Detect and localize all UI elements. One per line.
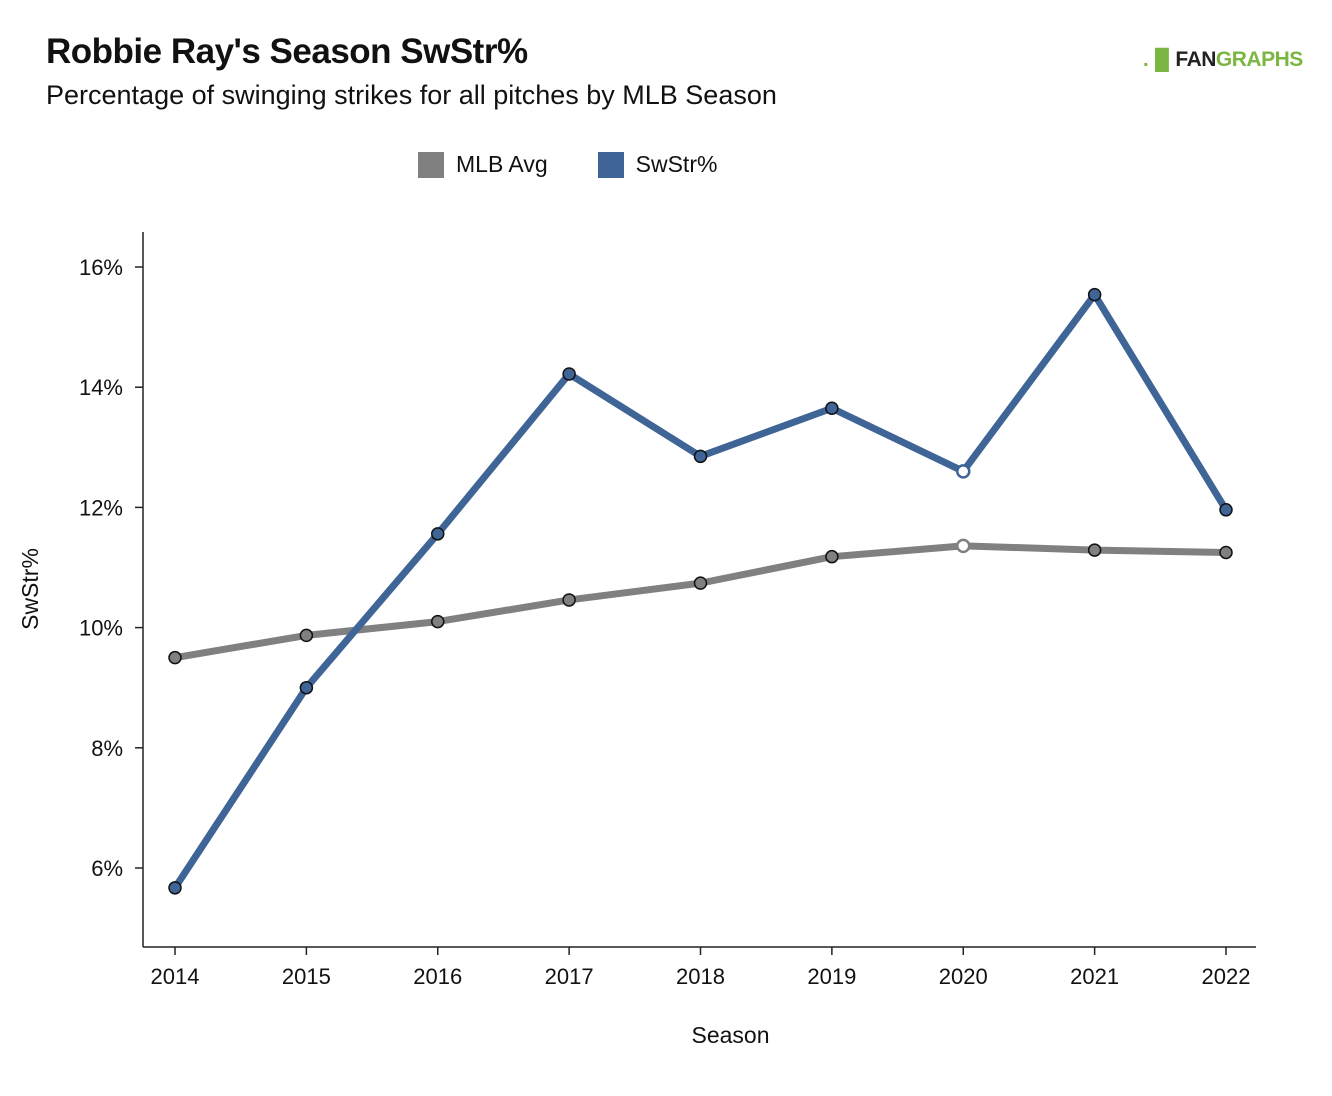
data-point [1219, 545, 1233, 560]
legend: MLB Avg SwStr% [418, 151, 767, 178]
series-swstr [168, 287, 1233, 895]
data-point [956, 538, 971, 554]
fangraphs-logo-mark: .▐▌ [1143, 49, 1176, 71]
data-point [825, 549, 839, 564]
data-point [299, 680, 314, 695]
legend-item-mlb-avg[interactable]: MLB Avg [418, 151, 548, 178]
chart-series [168, 287, 1233, 895]
data-point [956, 464, 971, 479]
legend-swatch-swstr [597, 151, 624, 178]
x-tick-label: 2022 [1202, 964, 1251, 989]
legend-label-mlb-avg: MLB Avg [456, 151, 548, 177]
x-tick-label: 2020 [939, 964, 988, 989]
chart-axes [135, 232, 1256, 955]
x-tick-label: 2016 [413, 964, 462, 989]
y-tick-label: 14% [79, 375, 123, 400]
data-point [1219, 503, 1233, 517]
x-tick-label: 2019 [807, 964, 856, 989]
y-axis-title: SwStr% [17, 548, 43, 630]
chart-axis-labels: 6% 8% 10% 12% 14% 16% 2014 2015 2016 2017 2018 2019… [17, 255, 1250, 1048]
y-tick-label: 12% [79, 495, 123, 520]
y-tick-label: 16% [79, 255, 123, 280]
y-tick-label: 6% [91, 856, 123, 881]
data-point [562, 593, 576, 607]
data-point [299, 628, 314, 643]
series-mlb-avg [168, 538, 1233, 665]
chart-subtitle: Percentage of swinging strikes for all p… [46, 80, 777, 110]
x-tick-label: 2021 [1070, 964, 1119, 989]
data-point [168, 881, 182, 895]
data-point [693, 576, 708, 590]
x-axis-title: Season [691, 1022, 769, 1048]
data-point [825, 401, 839, 415]
fangraphs-logo: .▐▌FANGRAPHS [1143, 48, 1303, 72]
series-line [171, 291, 1230, 892]
data-point [1087, 543, 1102, 557]
legend-swatch-mlb-avg [418, 151, 444, 178]
data-point [693, 449, 708, 464]
legend-item-swstr[interactable]: SwStr% [597, 151, 718, 178]
data-point [562, 367, 576, 381]
y-tick-label: 10% [79, 616, 123, 641]
x-tick-label: 2015 [282, 964, 331, 989]
legend-label-swstr: SwStr% [635, 151, 718, 177]
series-line [171, 542, 1230, 662]
chart-title: Robbie Ray's Season SwStr% [46, 32, 528, 71]
data-point [168, 650, 182, 665]
fangraphs-logo-fan: FAN [1175, 48, 1216, 71]
data-point [431, 527, 445, 541]
y-tick-label: 8% [91, 736, 123, 761]
x-tick-label: 2017 [545, 964, 594, 989]
x-tick-label: 2018 [676, 964, 725, 989]
x-tick-label: 2014 [151, 964, 200, 989]
data-point [1087, 287, 1102, 302]
fangraphs-logo-graphs: GRAPHS [1215, 48, 1303, 71]
data-point [431, 614, 445, 629]
